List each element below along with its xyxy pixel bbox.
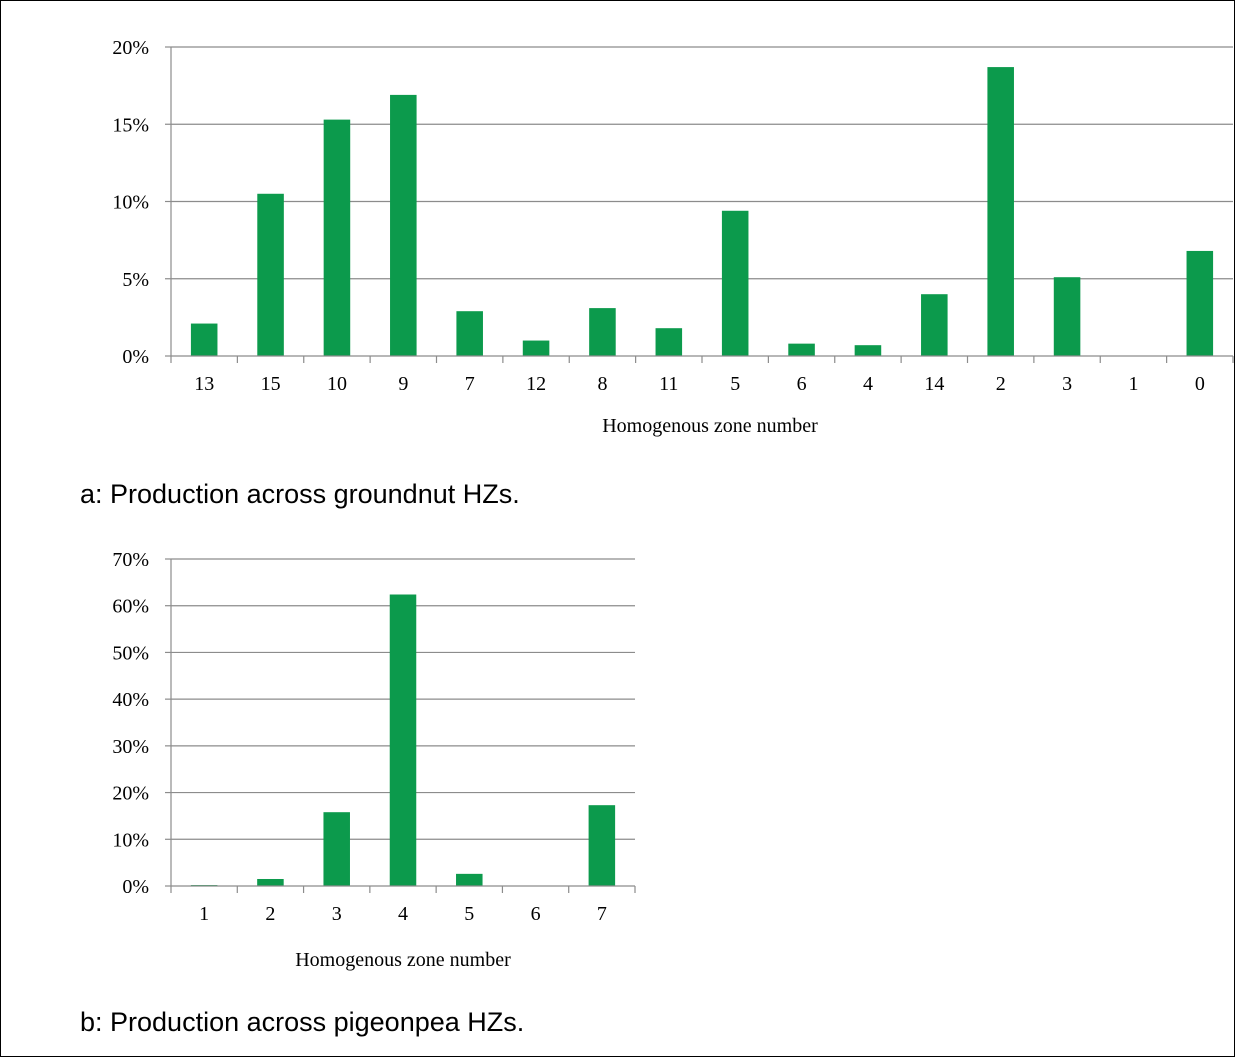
y-tick-label: 70% <box>112 549 149 571</box>
bar <box>456 873 483 886</box>
x-tick-label: 4 <box>398 903 408 925</box>
bar <box>788 343 815 356</box>
y-tick-label: 0% <box>122 346 149 368</box>
y-tick-label: 30% <box>112 736 149 758</box>
groundnut-bar-chart: 0%5%10%15%20% 13 15 10 9 7 12 8 11 5 6 4 14 2 3 1 0 Hom… <box>112 37 1234 437</box>
bar <box>390 94 417 357</box>
x-tick-label: 7 <box>465 373 475 395</box>
x-tick-labels: 1 2 3 4 5 6 7 <box>199 903 607 925</box>
y-tick-label: 20% <box>112 783 149 805</box>
y-tick-label: 60% <box>112 596 149 618</box>
x-tick-labels: 13 15 10 9 7 12 8 11 5 6 4 14 2 3 1 0 <box>194 373 1205 395</box>
x-axis-title: Homogenous zone number <box>602 415 818 437</box>
x-tick-label: 1 <box>199 903 209 925</box>
caption-a: a: Production across groundnut HZs. <box>80 479 520 509</box>
x-tick-label: 7 <box>597 903 607 925</box>
x-tick-label: 6 <box>531 903 541 925</box>
bar <box>323 812 350 886</box>
x-tick-label: 6 <box>797 373 807 395</box>
x-tick-label: 8 <box>597 373 607 395</box>
y-tick-label: 20% <box>112 37 149 59</box>
x-tick-label: 9 <box>398 373 408 395</box>
bar <box>257 878 284 886</box>
bar <box>588 805 616 886</box>
axes <box>165 46 1234 363</box>
bar <box>456 311 483 356</box>
bar <box>987 67 1014 357</box>
bar <box>721 210 749 356</box>
bar <box>323 119 351 357</box>
y-tick-label: 15% <box>112 114 149 136</box>
x-tick-label: 4 <box>863 373 873 395</box>
bar <box>1186 250 1214 356</box>
x-tick-label: 12 <box>526 373 546 395</box>
y-tick-labels: 0% 5% 10% 15% 20% <box>112 37 149 368</box>
bar <box>389 594 417 886</box>
bar <box>1053 277 1081 356</box>
bars <box>190 67 1214 357</box>
y-tick-label: 0% <box>122 876 149 898</box>
x-tick-label: 0 <box>1195 373 1205 395</box>
bar <box>190 323 218 356</box>
x-tick-label: 2 <box>996 373 1006 395</box>
x-tick-label: 14 <box>924 373 944 395</box>
bars <box>190 594 616 886</box>
x-tick-label: 3 <box>1062 373 1072 395</box>
x-tick-label: 5 <box>464 903 474 925</box>
x-tick-label: 13 <box>194 373 214 395</box>
y-tick-label: 40% <box>112 689 149 711</box>
x-tick-label: 5 <box>730 373 740 395</box>
x-tick-label: 15 <box>261 373 281 395</box>
axes <box>165 558 636 893</box>
x-tick-label: 2 <box>265 903 275 925</box>
x-axis-title: Homogenous zone number <box>295 949 511 971</box>
bar <box>522 340 550 356</box>
x-tick-label: 1 <box>1128 373 1138 395</box>
y-tick-labels: 0% 10% 20% 30% 40% 50% 60% 70% <box>112 549 149 898</box>
x-tick-label: 10 <box>327 373 347 395</box>
bar <box>655 328 683 356</box>
y-tick-label: 10% <box>112 192 149 214</box>
x-tick-label: 11 <box>659 373 678 395</box>
bar <box>854 345 882 356</box>
x-tick-label: 3 <box>332 903 342 925</box>
y-tick-label: 50% <box>112 642 149 664</box>
bar <box>589 308 616 356</box>
bar <box>921 294 948 356</box>
y-tick-label: 10% <box>112 829 149 851</box>
y-tick-label: 5% <box>122 269 149 291</box>
bar <box>257 193 284 356</box>
caption-b: b: Production across pigeonpea HZs. <box>80 1007 525 1037</box>
